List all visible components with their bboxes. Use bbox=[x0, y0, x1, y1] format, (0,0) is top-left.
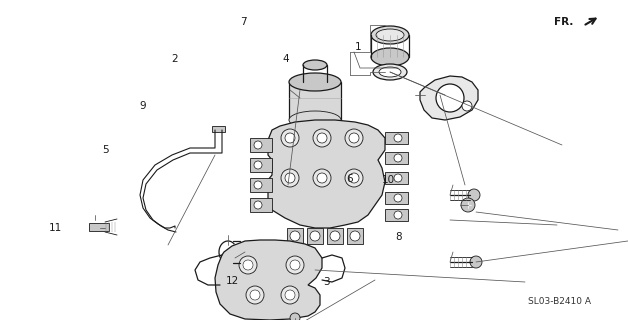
Polygon shape bbox=[420, 76, 478, 120]
Text: 10: 10 bbox=[382, 175, 394, 185]
Circle shape bbox=[285, 290, 295, 300]
Circle shape bbox=[394, 174, 402, 182]
Polygon shape bbox=[385, 132, 408, 144]
Polygon shape bbox=[250, 138, 272, 152]
Text: 6: 6 bbox=[346, 173, 352, 184]
Text: SL03-B2410 A: SL03-B2410 A bbox=[529, 298, 592, 307]
Polygon shape bbox=[89, 223, 109, 231]
Polygon shape bbox=[385, 209, 408, 221]
Polygon shape bbox=[385, 152, 408, 164]
Circle shape bbox=[239, 256, 257, 274]
Circle shape bbox=[350, 231, 360, 241]
Circle shape bbox=[285, 133, 295, 143]
Text: 3: 3 bbox=[323, 277, 330, 287]
Text: 1: 1 bbox=[355, 42, 361, 52]
Text: 5: 5 bbox=[102, 145, 109, 155]
Circle shape bbox=[462, 101, 472, 111]
Ellipse shape bbox=[373, 64, 407, 80]
Circle shape bbox=[254, 141, 262, 149]
Polygon shape bbox=[250, 178, 272, 192]
Polygon shape bbox=[287, 228, 303, 244]
Circle shape bbox=[281, 286, 299, 304]
Circle shape bbox=[254, 161, 262, 169]
Ellipse shape bbox=[289, 73, 341, 91]
Circle shape bbox=[349, 173, 359, 183]
Polygon shape bbox=[212, 126, 225, 132]
Circle shape bbox=[243, 260, 253, 270]
Text: 12: 12 bbox=[225, 276, 239, 286]
Polygon shape bbox=[268, 120, 385, 228]
Circle shape bbox=[246, 286, 264, 304]
Polygon shape bbox=[347, 228, 363, 244]
Circle shape bbox=[345, 169, 363, 187]
Circle shape bbox=[285, 173, 295, 183]
Polygon shape bbox=[327, 228, 343, 244]
Ellipse shape bbox=[371, 48, 409, 66]
Circle shape bbox=[470, 256, 482, 268]
Polygon shape bbox=[215, 240, 322, 320]
Text: 4: 4 bbox=[283, 54, 289, 64]
Circle shape bbox=[394, 194, 402, 202]
Circle shape bbox=[394, 211, 402, 219]
Ellipse shape bbox=[371, 26, 409, 44]
Polygon shape bbox=[307, 228, 323, 244]
Circle shape bbox=[290, 313, 300, 320]
Text: 8: 8 bbox=[395, 232, 401, 242]
Circle shape bbox=[330, 231, 340, 241]
Circle shape bbox=[317, 133, 327, 143]
Polygon shape bbox=[250, 158, 272, 172]
Polygon shape bbox=[385, 192, 408, 204]
Circle shape bbox=[281, 169, 299, 187]
Circle shape bbox=[436, 84, 464, 112]
Text: FR.: FR. bbox=[554, 17, 573, 27]
Circle shape bbox=[250, 290, 260, 300]
Circle shape bbox=[290, 231, 300, 241]
Circle shape bbox=[317, 173, 327, 183]
Ellipse shape bbox=[376, 29, 404, 41]
Polygon shape bbox=[385, 172, 408, 184]
Circle shape bbox=[286, 256, 304, 274]
Ellipse shape bbox=[303, 60, 327, 70]
Circle shape bbox=[394, 134, 402, 142]
Text: 9: 9 bbox=[140, 100, 146, 111]
Circle shape bbox=[254, 201, 262, 209]
Circle shape bbox=[254, 181, 262, 189]
Polygon shape bbox=[250, 198, 272, 212]
Circle shape bbox=[313, 169, 331, 187]
Circle shape bbox=[394, 154, 402, 162]
Polygon shape bbox=[289, 82, 341, 120]
Circle shape bbox=[349, 133, 359, 143]
Circle shape bbox=[281, 129, 299, 147]
Ellipse shape bbox=[289, 111, 341, 129]
Circle shape bbox=[290, 260, 300, 270]
Text: 7: 7 bbox=[241, 17, 247, 27]
Circle shape bbox=[468, 189, 480, 201]
Text: 2: 2 bbox=[171, 54, 178, 64]
Circle shape bbox=[345, 129, 363, 147]
Circle shape bbox=[461, 198, 475, 212]
Circle shape bbox=[313, 129, 331, 147]
Text: 11: 11 bbox=[48, 223, 62, 233]
Circle shape bbox=[310, 231, 320, 241]
Ellipse shape bbox=[379, 67, 401, 77]
